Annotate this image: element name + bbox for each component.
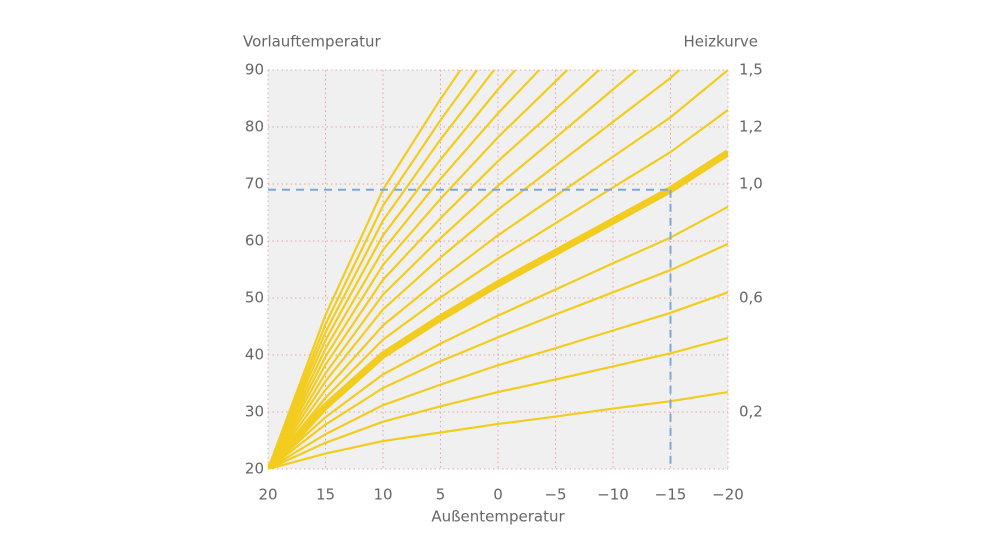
- y2-tick-label: 1,5: [739, 61, 763, 79]
- heating-curve: [268, 242, 728, 469]
- x-tick-label: 0: [493, 486, 503, 504]
- heating-curve: [268, 149, 728, 469]
- y2-tick-label: 1,2: [739, 118, 763, 136]
- x-axis-label: Außentemperatur: [431, 508, 565, 526]
- heating-curve: [268, 291, 728, 469]
- y-axis-label: Vorlauftemperatur: [243, 33, 382, 51]
- x-tick-label: 5: [436, 486, 446, 504]
- heating-curve: [268, 70, 681, 469]
- heating-curve: [268, 70, 728, 469]
- heating-curve: [268, 70, 541, 469]
- y-tick-label: 80: [245, 118, 264, 136]
- x-tick-label: 15: [316, 486, 335, 504]
- y-tick-label: 90: [245, 61, 264, 79]
- y-tick-label: 50: [245, 289, 264, 307]
- heating-curve: [268, 70, 517, 469]
- heating-curve: [268, 70, 638, 469]
- heating-curve: [268, 205, 728, 469]
- y2-tick-label: 1,0: [739, 175, 763, 193]
- y2-tick-label: 0,2: [739, 403, 763, 421]
- heating-curve: [268, 390, 728, 469]
- y-tick-label: 20: [245, 460, 264, 478]
- y2-axis-label: Heizkurve: [683, 33, 758, 51]
- x-tick-label: −15: [655, 486, 687, 504]
- y-tick-label: 40: [245, 346, 264, 364]
- x-tick-label: 10: [373, 486, 392, 504]
- y2-tick-label: 0,6: [739, 289, 763, 307]
- y-tick-label: 60: [245, 232, 264, 250]
- heating-curve: [268, 70, 479, 469]
- heating-curve: [268, 70, 569, 469]
- heating-curve: [268, 70, 601, 469]
- heating-curve: [268, 109, 728, 469]
- x-tick-label: 20: [258, 486, 277, 504]
- heating-curve: [268, 336, 728, 469]
- x-tick-label: −5: [544, 486, 566, 504]
- heating-curve: [268, 70, 496, 469]
- x-tick-label: −10: [597, 486, 629, 504]
- x-tick-label: −20: [712, 486, 744, 504]
- y-tick-label: 70: [245, 175, 264, 193]
- y-tick-label: 30: [245, 403, 264, 421]
